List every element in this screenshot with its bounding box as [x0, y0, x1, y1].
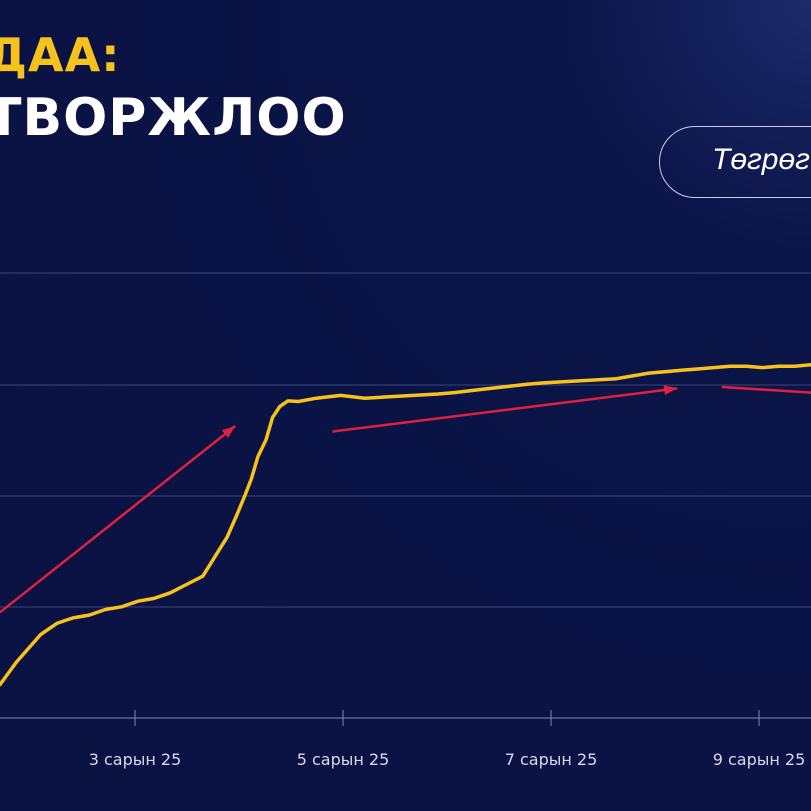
- data-point: [244, 495, 246, 496]
- data-point: [121, 606, 123, 608]
- data-point: [453, 392, 455, 394]
- data-point: [413, 394, 415, 396]
- data-point: [778, 365, 780, 367]
- data-point: [72, 617, 74, 619]
- data-point: [27, 648, 29, 649]
- data-point: [364, 397, 366, 399]
- trend-arrow-head: [663, 385, 678, 395]
- data-point: [761, 367, 763, 369]
- trend-arrow-shaft: [721, 385, 811, 394]
- data-point: [257, 456, 259, 458]
- data-point: [56, 622, 58, 624]
- data-point: [680, 369, 682, 371]
- data-point: [272, 417, 273, 419]
- data-point: [632, 375, 634, 377]
- data-point: [478, 389, 479, 391]
- x-tick-label: 9 сарын 25: [713, 750, 806, 769]
- data-point: [287, 400, 289, 402]
- trend-arrow-shaft: [0, 424, 236, 614]
- data-point: [226, 536, 228, 538]
- data-point: [186, 584, 187, 585]
- data-point: [169, 592, 171, 594]
- trend-arrows: [0, 385, 811, 614]
- data-point: [153, 597, 155, 599]
- data-point: [745, 365, 747, 367]
- chart-grid: [0, 272, 811, 719]
- data-point: [88, 614, 90, 616]
- data-point: [437, 393, 439, 395]
- currency-toggle-label: Төгрөг: [712, 143, 810, 176]
- data-point: [388, 396, 390, 398]
- data-point: [265, 439, 267, 441]
- data-point: [250, 478, 252, 480]
- x-tick-label: 5 сарын 25: [297, 750, 390, 769]
- data-point: [713, 367, 715, 369]
- data-point: [340, 394, 342, 396]
- x-axis: 3 сарын 25 5 сарын 25 7 сарын 25 9 сарын 25: [89, 710, 806, 769]
- data-point: [104, 609, 106, 610]
- data-point: [236, 514, 238, 516]
- series-line: [0, 363, 811, 687]
- trend-arrow: [721, 385, 811, 394]
- data-point: [591, 379, 593, 381]
- data-point: [315, 397, 317, 399]
- data-point: [664, 371, 666, 373]
- data-point: [0, 684, 1, 686]
- trend-arrow-head: [221, 425, 236, 438]
- chart-title-line1: ДАА:: [0, 28, 121, 82]
- trend-arrow: [0, 424, 236, 614]
- currency-toggle-button[interactable]: Төгрөг: [659, 126, 811, 198]
- data-point: [648, 372, 650, 374]
- data-point: [729, 365, 731, 367]
- data-point: [794, 365, 796, 367]
- data-point: [214, 556, 216, 558]
- data-point: [697, 368, 698, 370]
- data-point: [40, 634, 42, 636]
- data-point: [615, 378, 617, 380]
- trend-arrow-shaft: [332, 387, 678, 433]
- chart-title-line2: ТВОРЖЛОО: [0, 88, 347, 148]
- data-point: [279, 406, 281, 407]
- x-tick-label: 3 сарын 25: [89, 750, 182, 769]
- trend-arrow: [332, 385, 678, 433]
- data-point: [526, 383, 528, 385]
- data-point: [137, 600, 139, 602]
- series-layer: [0, 363, 811, 687]
- data-point: [15, 661, 17, 663]
- data-point: [297, 401, 299, 402]
- data-point: [202, 575, 204, 577]
- data-point: [502, 386, 504, 388]
- data-point: [542, 382, 544, 384]
- data-point: [567, 381, 569, 382]
- x-tick-label: 7 сарын 25: [505, 750, 598, 769]
